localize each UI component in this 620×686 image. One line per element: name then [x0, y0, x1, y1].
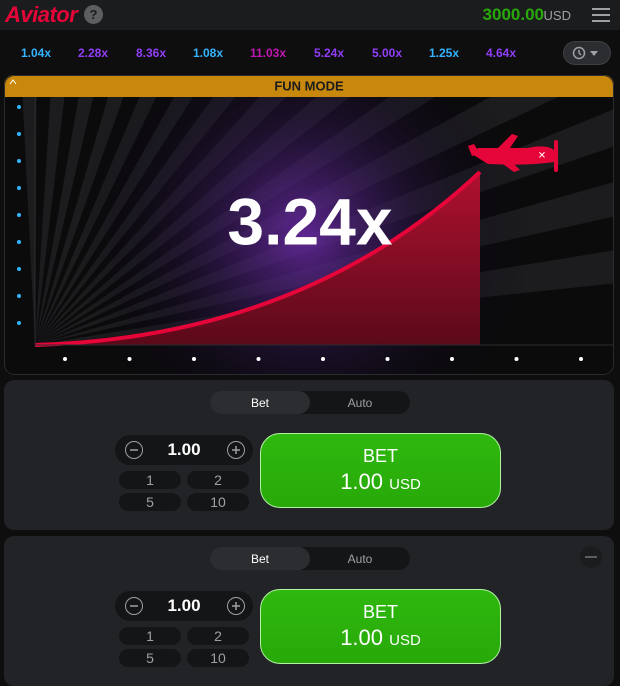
- amount-input: 1.00: [115, 435, 253, 465]
- menu-button[interactable]: [591, 7, 611, 23]
- logo[interactable]: Aviator: [5, 2, 78, 27]
- y-dot: [17, 294, 21, 298]
- tab[interactable]: Bet: [210, 547, 310, 570]
- currency: USD: [543, 8, 571, 23]
- quick-amount[interactable]: 10: [187, 493, 249, 511]
- y-dot: [17, 159, 21, 163]
- history-toggle[interactable]: [563, 41, 611, 65]
- history-icon: [572, 46, 598, 60]
- y-dot: [17, 213, 21, 217]
- history-item[interactable]: 1.08x: [192, 46, 224, 60]
- y-dot: [17, 321, 21, 325]
- plane: ✕: [468, 134, 558, 172]
- bet-button[interactable]: BET 1.00 USD: [260, 433, 501, 508]
- banner: [4, 75, 614, 97]
- help-button[interactable]: ?: [84, 5, 103, 24]
- bet-panel: Bet Auto 1.00 1 2 5 10 BET 1.00 USD: [4, 380, 614, 530]
- bet-amount-value: 1.00: [340, 469, 384, 494]
- x-dot: [256, 357, 261, 361]
- bet-amount: 1.00 USD: [340, 625, 421, 651]
- x-dot: [127, 357, 132, 361]
- increase-button[interactable]: [227, 441, 245, 459]
- quick-amount[interactable]: 1: [119, 471, 181, 489]
- x-dot: [450, 357, 454, 361]
- balance: 3000.00: [482, 5, 544, 24]
- x-dot: [192, 357, 196, 361]
- quick-amount[interactable]: 2: [187, 471, 249, 489]
- multiplier: 3.24x: [227, 184, 392, 258]
- history-item[interactable]: 1.25x: [428, 46, 460, 60]
- bet-currency: USD: [389, 632, 421, 649]
- y-axis-dots: [17, 105, 21, 325]
- curve-area: [35, 172, 480, 345]
- bet-panel: Bet Auto 1.00 1 2 5 10 BET 1.00 USD: [4, 536, 614, 686]
- x-dot: [514, 357, 519, 361]
- amount-value[interactable]: 1.00: [167, 440, 201, 459]
- amount-input: 1.00: [115, 591, 253, 621]
- history-item[interactable]: 5.00x: [371, 46, 403, 60]
- tab-switch: Bet Auto: [210, 547, 410, 570]
- history-bar: 1.04x 2.28x 8.36x 1.08x 11.03x 5.24x 5.00x 1.25…: [0, 34, 620, 72]
- y-dot: [17, 132, 21, 136]
- tab[interactable]: Auto: [347, 395, 373, 410]
- curve-line: [34, 170, 482, 347]
- tab-switch: Bet Auto: [210, 391, 410, 414]
- decrease-button[interactable]: [125, 597, 143, 615]
- quick-amount[interactable]: 5: [119, 649, 181, 667]
- banner-text: FUN MODE: [274, 78, 344, 93]
- amount-value[interactable]: 1.00: [167, 596, 201, 615]
- history-item[interactable]: 5.24x: [313, 46, 345, 60]
- bet-currency: USD: [389, 476, 421, 493]
- svg-text:✕: ✕: [538, 151, 546, 162]
- x-dot: [63, 357, 67, 361]
- increase-button[interactable]: [227, 597, 245, 615]
- header: Aviator ? 3000.00 USD: [0, 0, 620, 30]
- tab[interactable]: Bet: [210, 391, 310, 414]
- bet-label: BET: [362, 602, 398, 622]
- history-item[interactable]: 1.04x: [20, 46, 52, 60]
- bet-button[interactable]: BET 1.00 USD: [260, 589, 501, 664]
- decrease-button[interactable]: [125, 441, 143, 459]
- game-area: ✕ FUN MODE 3.24x: [4, 75, 614, 375]
- x-dot: [321, 357, 325, 361]
- history-item[interactable]: 8.36x: [135, 46, 167, 60]
- quick-amount[interactable]: 1: [119, 627, 181, 645]
- quick-amount[interactable]: 10: [187, 649, 249, 667]
- x-dot: [579, 357, 583, 361]
- y-dot: [17, 267, 21, 271]
- x-axis-dots: [63, 357, 583, 361]
- history-item[interactable]: 4.64x: [485, 46, 517, 60]
- history-item[interactable]: 2.28x: [77, 46, 109, 60]
- tab[interactable]: Auto: [347, 551, 373, 566]
- bet-amount-value: 1.00: [340, 625, 384, 650]
- y-dot: [17, 105, 21, 109]
- x-dot: [385, 357, 390, 361]
- bet-amount: 1.00 USD: [340, 469, 421, 495]
- bet-label: BET: [362, 446, 398, 466]
- remove-panel-button[interactable]: [580, 546, 602, 568]
- history-item[interactable]: 11.03x: [249, 46, 287, 60]
- y-dot: [17, 186, 21, 190]
- quick-amount[interactable]: 5: [119, 493, 181, 511]
- quick-amount[interactable]: 2: [187, 627, 249, 645]
- y-dot: [17, 240, 21, 244]
